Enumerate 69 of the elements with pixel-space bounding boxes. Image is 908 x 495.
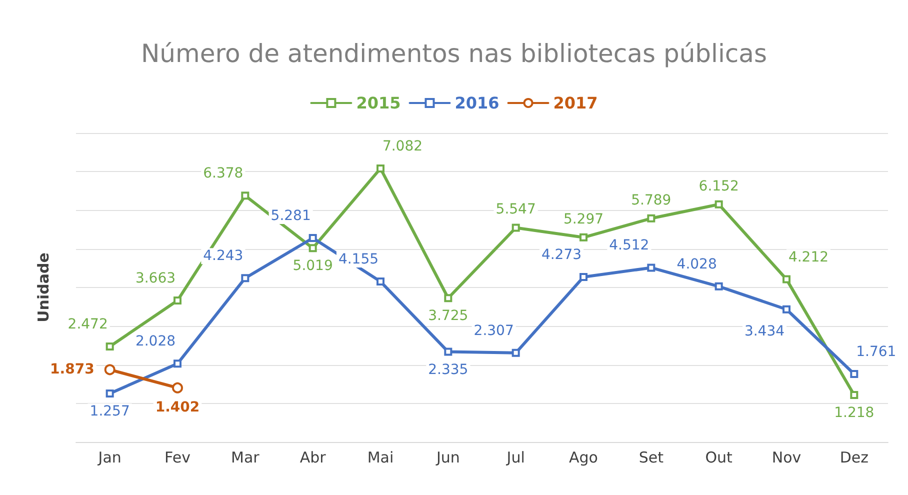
data-label: 4.273 <box>541 246 582 263</box>
point <box>106 342 114 351</box>
x-tick-label: Set <box>638 448 664 466</box>
point <box>444 348 452 356</box>
x-tick-label: Dez <box>840 448 869 466</box>
point <box>174 296 182 305</box>
point <box>714 282 723 290</box>
legend-label: 2015 <box>356 94 401 112</box>
point <box>104 364 116 376</box>
data-label: 3.434 <box>744 323 785 340</box>
point <box>172 382 183 394</box>
data-label: 1.402 <box>155 399 200 416</box>
data-label: 5.547 <box>496 202 536 218</box>
data-label: 5.297 <box>563 211 604 228</box>
point <box>174 360 182 368</box>
data-label: 1.873 <box>50 362 94 378</box>
data-label: 5.019 <box>292 258 333 274</box>
data-label: 4.028 <box>676 256 717 272</box>
point <box>308 244 317 252</box>
point <box>308 234 317 242</box>
point <box>850 370 858 378</box>
data-label: 2.472 <box>68 316 108 333</box>
data-label: 4.155 <box>338 252 379 268</box>
x-tick-label: Mar <box>231 448 260 466</box>
x-tick-label: Fev <box>164 448 191 466</box>
data-label: 1.218 <box>834 404 874 421</box>
data-label: 2.307 <box>474 322 514 339</box>
legend-label: 2017 <box>553 94 598 112</box>
point <box>376 278 384 286</box>
point <box>241 274 250 282</box>
point <box>106 389 114 398</box>
point <box>782 275 790 284</box>
point <box>714 200 723 208</box>
data-label: 6.378 <box>203 166 244 182</box>
x-tick-label: Mai <box>367 448 394 466</box>
data-label: 3.663 <box>135 270 176 287</box>
data-label: 4.512 <box>609 238 650 254</box>
point <box>782 305 790 314</box>
data-label: 7.082 <box>382 138 423 154</box>
data-label: 1.257 <box>90 403 130 420</box>
data-label: 1.761 <box>856 344 896 360</box>
x-tick-label: Jun <box>435 448 460 466</box>
x-tick-label: Ago <box>569 448 598 466</box>
point <box>647 214 656 222</box>
x-tick-label: Nov <box>772 448 802 466</box>
legend-label: 2016 <box>454 94 500 112</box>
point <box>647 264 656 272</box>
point <box>241 192 250 200</box>
y-axis-title: Unidade <box>34 252 52 322</box>
data-label: 5.281 <box>270 208 311 224</box>
data-label: 3.725 <box>428 308 468 324</box>
chart-title: Número de atendimentos nas bibliotecas públicas <box>140 39 768 68</box>
point <box>512 348 520 357</box>
data-label: 4.212 <box>788 249 829 266</box>
data-label: 5.789 <box>631 192 672 208</box>
x-tick-label: Abr <box>300 448 327 466</box>
data-label: 6.152 <box>698 178 739 194</box>
point <box>376 164 384 172</box>
data-label: 4.243 <box>203 248 244 264</box>
data-label: 2.028 <box>135 334 176 350</box>
point <box>850 390 858 399</box>
x-tick-label: Jul <box>506 448 525 466</box>
data-label: 2.335 <box>428 362 468 378</box>
point <box>580 272 588 281</box>
point <box>580 233 588 242</box>
x-tick-label: Out <box>705 448 733 466</box>
x-tick-label: Jan <box>97 448 122 466</box>
point <box>512 224 520 232</box>
point <box>444 294 452 302</box>
